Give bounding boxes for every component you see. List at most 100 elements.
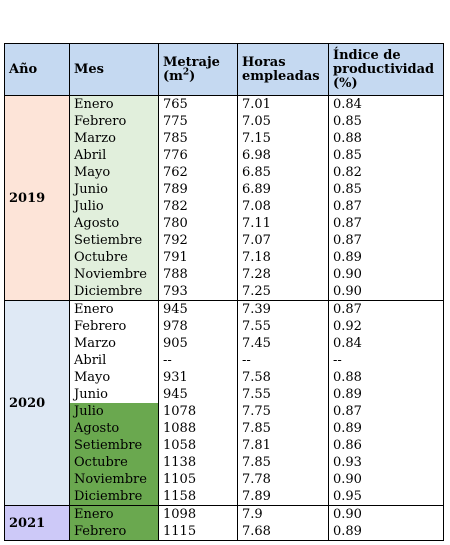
month-cell: Diciembre	[69, 488, 159, 506]
table-row: Abril -- -- --	[5, 352, 444, 369]
metraje-cell: 1088	[158, 420, 238, 437]
metraje-cell: 762	[158, 164, 238, 181]
hours-cell: 7.85	[237, 454, 329, 471]
metraje-cell: 1078	[158, 403, 238, 420]
hours-cell: 7.05	[237, 113, 329, 130]
metraje-cell: 775	[158, 113, 238, 130]
table-row: Noviembre 788 7.28 0.90	[5, 266, 444, 283]
month-cell: Julio	[69, 198, 159, 215]
index-cell: 0.87	[328, 300, 444, 318]
hours-cell: 7.01	[237, 95, 329, 113]
table-row: Agosto 780 7.11 0.87	[5, 215, 444, 232]
index-cell: 0.89	[328, 386, 444, 403]
hours-cell: 6.89	[237, 181, 329, 198]
hours-cell: 7.78	[237, 471, 329, 488]
metraje-cell: 931	[158, 369, 238, 386]
metraje-cell: 945	[158, 386, 238, 403]
hours-cell: 7.07	[237, 232, 329, 249]
index-cell: 0.85	[328, 147, 444, 164]
index-cell: 0.90	[328, 505, 444, 523]
hours-cell: 7.08	[237, 198, 329, 215]
table-row: Diciembre 793 7.25 0.90	[5, 283, 444, 301]
metraje-cell: 1115	[158, 523, 238, 541]
hours-cell: 7.89	[237, 488, 329, 506]
metraje-cell: 945	[158, 300, 238, 318]
month-cell: Julio	[69, 403, 159, 420]
table-row: Noviembre 1105 7.78 0.90	[5, 471, 444, 488]
year-cell: 2019	[4, 95, 70, 301]
metraje-cell: --	[158, 352, 238, 369]
metraje-cell: 978	[158, 318, 238, 335]
month-cell: Enero	[69, 95, 159, 113]
month-cell: Febrero	[69, 523, 159, 541]
table-row: Junio 945 7.55 0.89	[5, 386, 444, 403]
month-cell: Abril	[69, 147, 159, 164]
hours-cell: 7.9	[237, 505, 329, 523]
table-row: 2020 Enero 945 7.39 0.87	[4, 300, 444, 506]
index-cell: 0.84	[328, 95, 444, 113]
table-row: Julio 1078 7.75 0.87	[5, 403, 444, 420]
index-cell: 0.90	[328, 471, 444, 488]
table-body: 2019 Enero 765 7.01 0.84 Febrero 775 7.05 0.85 Ma…	[4, 95, 444, 541]
hours-cell: 7.28	[237, 266, 329, 283]
table-row: Setiembre 1058 7.81 0.86	[5, 437, 444, 454]
header-metraje-label: Metraje	[163, 54, 220, 70]
month-cell: Diciembre	[69, 283, 159, 301]
metraje-cell: 788	[158, 266, 238, 283]
month-cell: Setiembre	[69, 437, 159, 454]
index-cell: 0.92	[328, 318, 444, 335]
productivity-table: Año Mes Metraje (m2) Horas empleadas Índ…	[4, 43, 444, 541]
hours-cell: 7.45	[237, 335, 329, 352]
table-row: Abril 776 6.98 0.85	[5, 147, 444, 164]
metraje-cell: 1058	[158, 437, 238, 454]
table-row: Marzo 905 7.45 0.84	[5, 335, 444, 352]
index-cell: 0.87	[328, 403, 444, 420]
hours-cell: 7.68	[237, 523, 329, 541]
table-row: Febrero 775 7.05 0.85	[5, 113, 444, 130]
table-row: Octubre 791 7.18 0.89	[5, 249, 444, 266]
hours-cell: 7.11	[237, 215, 329, 232]
index-cell: 0.89	[328, 523, 444, 541]
table-row: Diciembre 1158 7.89 0.95	[5, 488, 444, 506]
header-month: Mes	[69, 43, 159, 96]
table-row: Febrero 978 7.55 0.92	[5, 318, 444, 335]
index-cell: 0.84	[328, 335, 444, 352]
table-row: Junio 789 6.89 0.85	[5, 181, 444, 198]
index-cell: 0.85	[328, 113, 444, 130]
metraje-cell: 793	[158, 283, 238, 301]
index-cell: 0.87	[328, 232, 444, 249]
metraje-cell: 776	[158, 147, 238, 164]
metraje-cell: 789	[158, 181, 238, 198]
hours-cell: 7.15	[237, 130, 329, 147]
index-cell: 0.89	[328, 249, 444, 266]
hours-cell: 7.85	[237, 420, 329, 437]
month-cell: Abril	[69, 352, 159, 369]
month-cell: Junio	[69, 181, 159, 198]
table-row: Mayo 931 7.58 0.88	[5, 369, 444, 386]
hours-cell: 7.55	[237, 318, 329, 335]
index-cell: 0.86	[328, 437, 444, 454]
month-cell: Octubre	[69, 249, 159, 266]
index-cell: 0.89	[328, 420, 444, 437]
table-row: Setiembre 792 7.07 0.87	[5, 232, 444, 249]
hours-cell: 7.25	[237, 283, 329, 301]
hours-cell: 6.85	[237, 164, 329, 181]
metraje-cell: 1105	[158, 471, 238, 488]
metraje-cell: 765	[158, 95, 238, 113]
hours-cell: 7.75	[237, 403, 329, 420]
index-cell: 0.87	[328, 198, 444, 215]
table-row: Mayo 762 6.85 0.82	[5, 164, 444, 181]
index-cell: 0.90	[328, 283, 444, 301]
header-index: Índice de productividad (%)	[328, 43, 444, 96]
month-cell: Agosto	[69, 420, 159, 437]
metraje-cell: 905	[158, 335, 238, 352]
hours-cell: 7.55	[237, 386, 329, 403]
table-row: Agosto 1088 7.85 0.89	[5, 420, 444, 437]
index-cell: 0.88	[328, 369, 444, 386]
hours-cell: 6.98	[237, 147, 329, 164]
table-row: Julio 782 7.08 0.87	[5, 198, 444, 215]
header-hours: Horas empleadas	[237, 43, 329, 96]
month-cell: Noviembre	[69, 266, 159, 283]
table-row: Marzo 785 7.15 0.88	[5, 130, 444, 147]
month-cell: Febrero	[69, 318, 159, 335]
